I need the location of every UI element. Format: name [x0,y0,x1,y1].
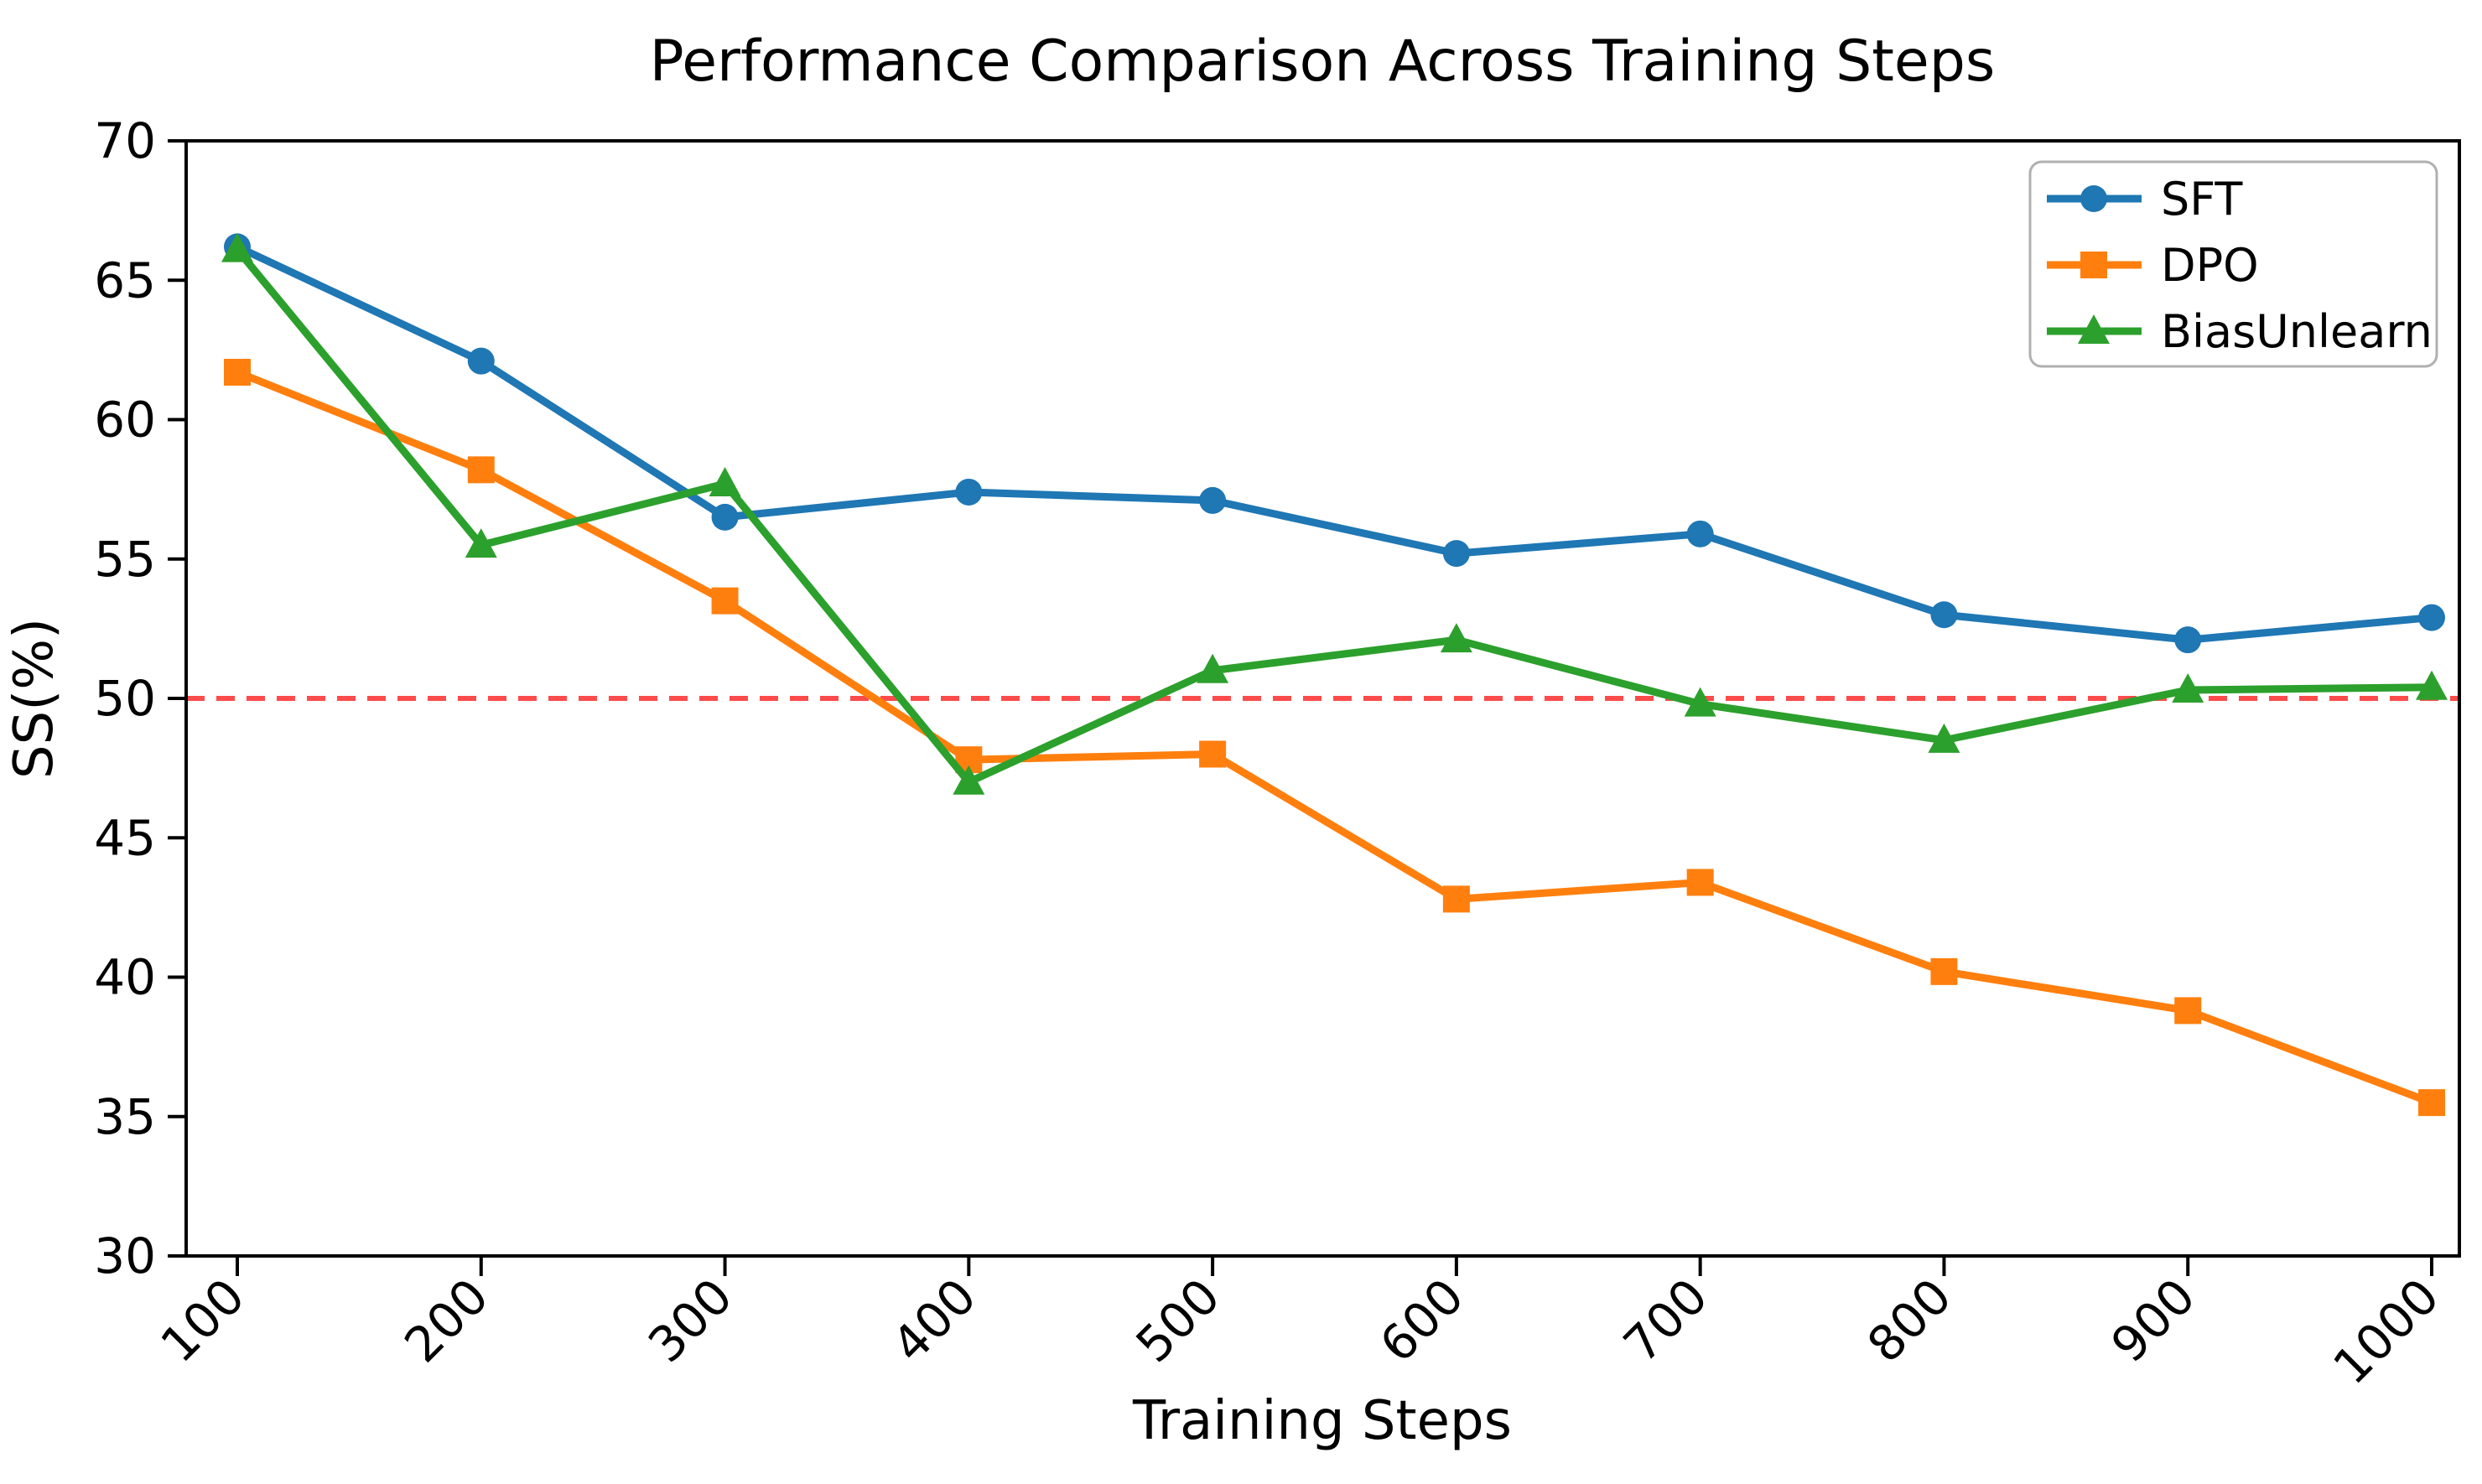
data-point-sft-300 [711,503,739,531]
x-axis-title: Training Steps [1132,1390,1512,1452]
y-axis-title: SS(%) [3,618,65,779]
y-tick-label-50: 50 [94,670,156,727]
y-tick-label-30: 30 [94,1227,156,1284]
x-tick-label-500: 500 [1125,1268,1231,1373]
legend-box [2028,160,2438,368]
data-point-biasunlearn-800 [1928,723,1960,753]
data-point-sft-700 [1686,520,1714,547]
data-point-biasunlearn-900 [2172,673,2204,703]
chart-title: Performance Comparison Across Training S… [650,29,1996,95]
series-line-sft [233,242,2436,644]
legend: SFT DPO BiasUnlearn [2028,160,2438,368]
legend-item-dpo: DPO [2047,239,2259,292]
data-point-dpo-700 [1686,869,1714,896]
y-tick-label-45: 45 [94,809,156,866]
series-line-dpo [233,368,2436,1107]
x-axis-ticks: 100 200 300 400 500 600 700 800 900 1000 [150,1256,2450,1395]
x-tick-label-1000: 1000 [2322,1268,2449,1395]
legend-marker-biasunlearn [2078,314,2110,344]
data-point-biasunlearn-500 [1197,653,1229,683]
data-point-dpo-600 [1442,885,1470,913]
data-point-biasunlearn-700 [1684,687,1716,717]
legend-item-biasunlearn: BiasUnlearn [2047,305,2433,358]
data-point-dpo-1000 [2418,1089,2445,1117]
data-point-biasunlearn-600 [1440,623,1472,653]
x-tick-label-100: 100 [150,1268,256,1373]
legend-label-sft: SFT [2161,173,2243,226]
x-tick-label-900: 900 [2100,1268,2206,1373]
y-axis-ticks: 30 35 40 45 50 55 60 65 70 [94,112,186,1284]
y-tick-label-70: 70 [94,112,156,169]
data-point-biasunlearn-100 [221,232,253,262]
series-dpo [224,358,2445,1117]
series-sft [224,233,2445,654]
x-tick-label-300: 300 [637,1268,743,1373]
data-point-sft-800 [1930,601,1958,629]
series-line-biasunlearn [233,246,2436,786]
data-point-sft-400 [955,478,983,506]
data-point-dpo-300 [711,587,739,615]
data-point-biasunlearn-300 [709,466,741,496]
y-tick-label-65: 65 [94,252,156,309]
legend-label-biasunlearn: BiasUnlearn [2161,305,2433,358]
series-biasunlearn [221,232,2448,795]
y-tick-label-60: 60 [94,392,156,449]
data-point-dpo-200 [467,456,495,484]
legend-label-dpo: DPO [2161,239,2259,292]
data-point-biasunlearn-400 [953,765,985,795]
x-tick-label-600: 600 [1368,1268,1474,1373]
data-point-sft-500 [1199,486,1227,514]
x-tick-label-400: 400 [881,1268,987,1373]
data-point-dpo-500 [1199,740,1227,768]
x-tick-label-800: 800 [1856,1268,1962,1373]
data-point-dpo-900 [2174,997,2202,1025]
data-point-biasunlearn-200 [465,528,497,558]
legend-marker-dpo [2080,252,2107,278]
x-tick-label-200: 200 [393,1268,499,1373]
data-point-dpo-100 [224,358,251,386]
data-point-sft-900 [2174,626,2202,654]
data-point-sft-600 [1442,540,1470,568]
y-tick-label-35: 35 [94,1088,156,1145]
data-point-sft-1000 [2418,604,2445,631]
legend-item-sft: SFT [2047,173,2243,226]
data-series [221,232,2448,1117]
legend-marker-sft [2080,185,2107,212]
data-point-sft-200 [467,347,495,375]
data-point-dpo-800 [1930,957,1958,985]
x-tick-label-700: 700 [1612,1268,1718,1373]
data-point-biasunlearn-1000 [2416,670,2448,700]
y-tick-label-55: 55 [94,531,156,588]
y-tick-label-40: 40 [94,949,156,1006]
